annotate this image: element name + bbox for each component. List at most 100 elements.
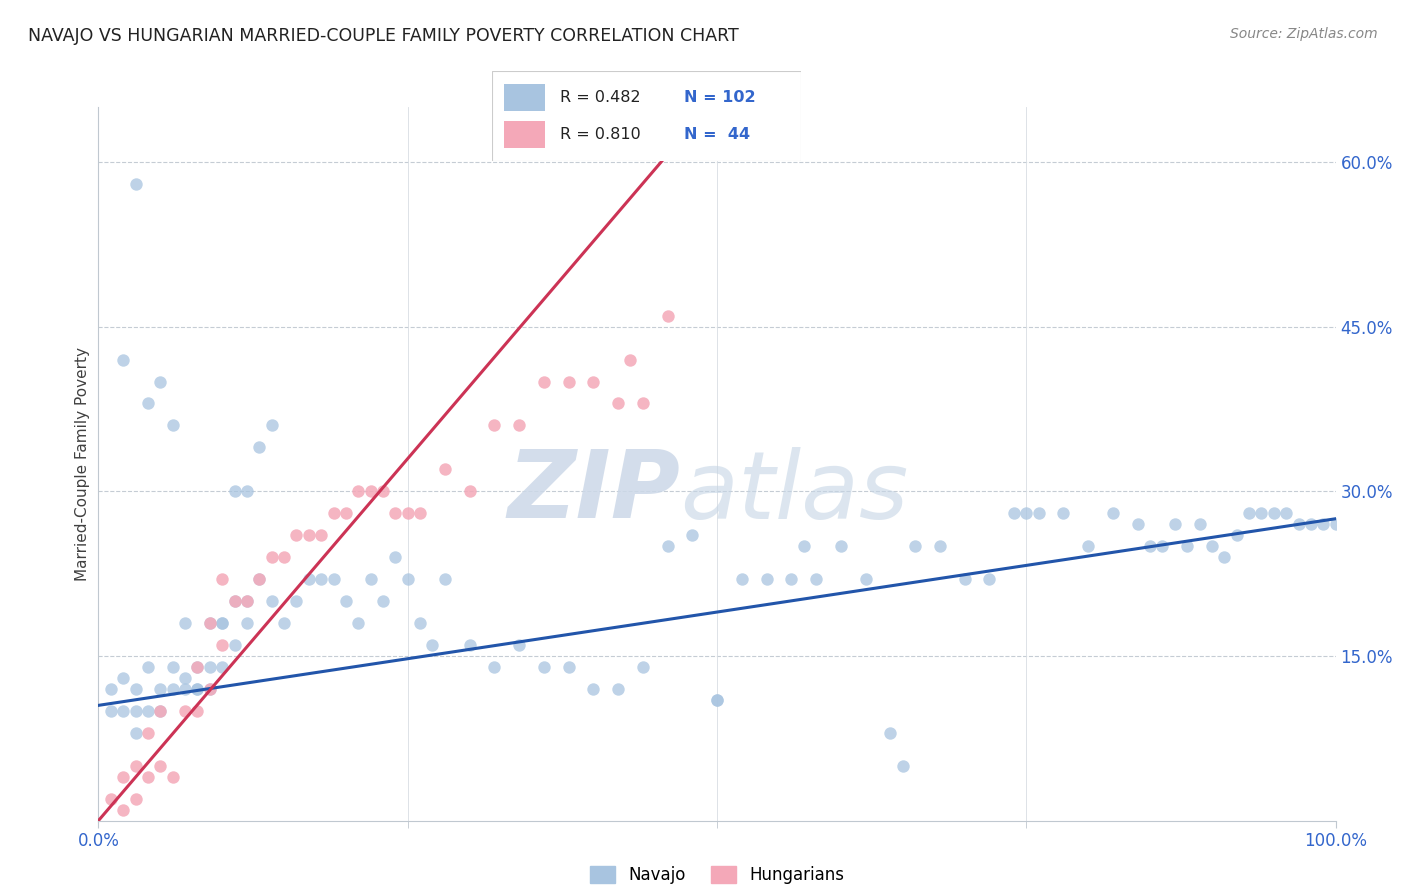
Point	[186, 660, 208, 674]
Point	[706, 693, 728, 707]
Point	[112, 352, 135, 367]
Point	[681, 528, 703, 542]
Point	[891, 758, 914, 772]
Point	[484, 660, 506, 674]
Point	[1213, 550, 1236, 565]
Point	[793, 539, 815, 553]
Point	[247, 572, 270, 586]
Point	[124, 177, 146, 191]
Point	[112, 803, 135, 817]
Point	[149, 704, 172, 718]
Point	[347, 484, 370, 499]
Point	[273, 615, 295, 630]
Point	[112, 704, 135, 718]
Point	[780, 572, 803, 586]
Point	[198, 681, 221, 696]
Point	[1164, 517, 1187, 532]
Point	[1312, 517, 1334, 532]
Point	[557, 375, 579, 389]
Point	[409, 615, 432, 630]
Point	[162, 660, 184, 674]
Point	[260, 594, 283, 608]
Point	[1102, 506, 1125, 520]
Text: Source: ZipAtlas.com: Source: ZipAtlas.com	[1230, 27, 1378, 41]
Point	[211, 572, 233, 586]
Point	[396, 572, 419, 586]
Point	[396, 506, 419, 520]
Point	[100, 704, 122, 718]
Point	[1015, 506, 1038, 520]
Point	[298, 572, 321, 586]
Point	[273, 550, 295, 565]
Point	[731, 572, 754, 586]
Point	[384, 506, 406, 520]
Point	[804, 572, 827, 586]
Point	[953, 572, 976, 586]
Point	[322, 506, 344, 520]
Point	[904, 539, 927, 553]
Point	[657, 539, 679, 553]
Point	[236, 615, 259, 630]
Point	[211, 660, 233, 674]
Point	[285, 594, 308, 608]
Point	[136, 770, 159, 784]
Point	[236, 594, 259, 608]
Point	[198, 660, 221, 674]
Point	[186, 704, 208, 718]
Point	[371, 594, 394, 608]
Point	[360, 484, 382, 499]
FancyBboxPatch shape	[492, 71, 801, 161]
Point	[1139, 539, 1161, 553]
Point	[100, 791, 122, 805]
Point	[657, 309, 679, 323]
Point	[224, 638, 246, 652]
Point	[582, 681, 605, 696]
Point	[124, 791, 146, 805]
Point	[174, 671, 197, 685]
Point	[198, 681, 221, 696]
Point	[260, 418, 283, 433]
Point	[198, 615, 221, 630]
Text: R = 0.482: R = 0.482	[560, 90, 641, 104]
Point	[1201, 539, 1223, 553]
Point	[247, 441, 270, 455]
Point	[360, 572, 382, 586]
Text: atlas: atlas	[681, 447, 908, 538]
Point	[433, 572, 456, 586]
Point	[124, 726, 146, 740]
Point	[124, 758, 146, 772]
Point	[136, 660, 159, 674]
Point	[149, 681, 172, 696]
Text: R = 0.810: R = 0.810	[560, 128, 641, 142]
Point	[149, 375, 172, 389]
Point	[112, 671, 135, 685]
Point	[1263, 506, 1285, 520]
Point	[706, 693, 728, 707]
Point	[335, 506, 357, 520]
Point	[755, 572, 778, 586]
Point	[631, 396, 654, 410]
Point	[1052, 506, 1074, 520]
Point	[1250, 506, 1272, 520]
Point	[928, 539, 950, 553]
Point	[211, 615, 233, 630]
Point	[631, 660, 654, 674]
Point	[224, 484, 246, 499]
Point	[1077, 539, 1099, 553]
Point	[533, 375, 555, 389]
Point	[384, 550, 406, 565]
Point	[1175, 539, 1198, 553]
Point	[1028, 506, 1050, 520]
Point	[433, 462, 456, 476]
Point	[1324, 517, 1347, 532]
Point	[236, 594, 259, 608]
Point	[186, 681, 208, 696]
Point	[830, 539, 852, 553]
Point	[979, 572, 1001, 586]
Point	[211, 638, 233, 652]
Point	[124, 681, 146, 696]
Point	[1299, 517, 1322, 532]
Point	[124, 704, 146, 718]
Point	[224, 594, 246, 608]
Point	[247, 572, 270, 586]
